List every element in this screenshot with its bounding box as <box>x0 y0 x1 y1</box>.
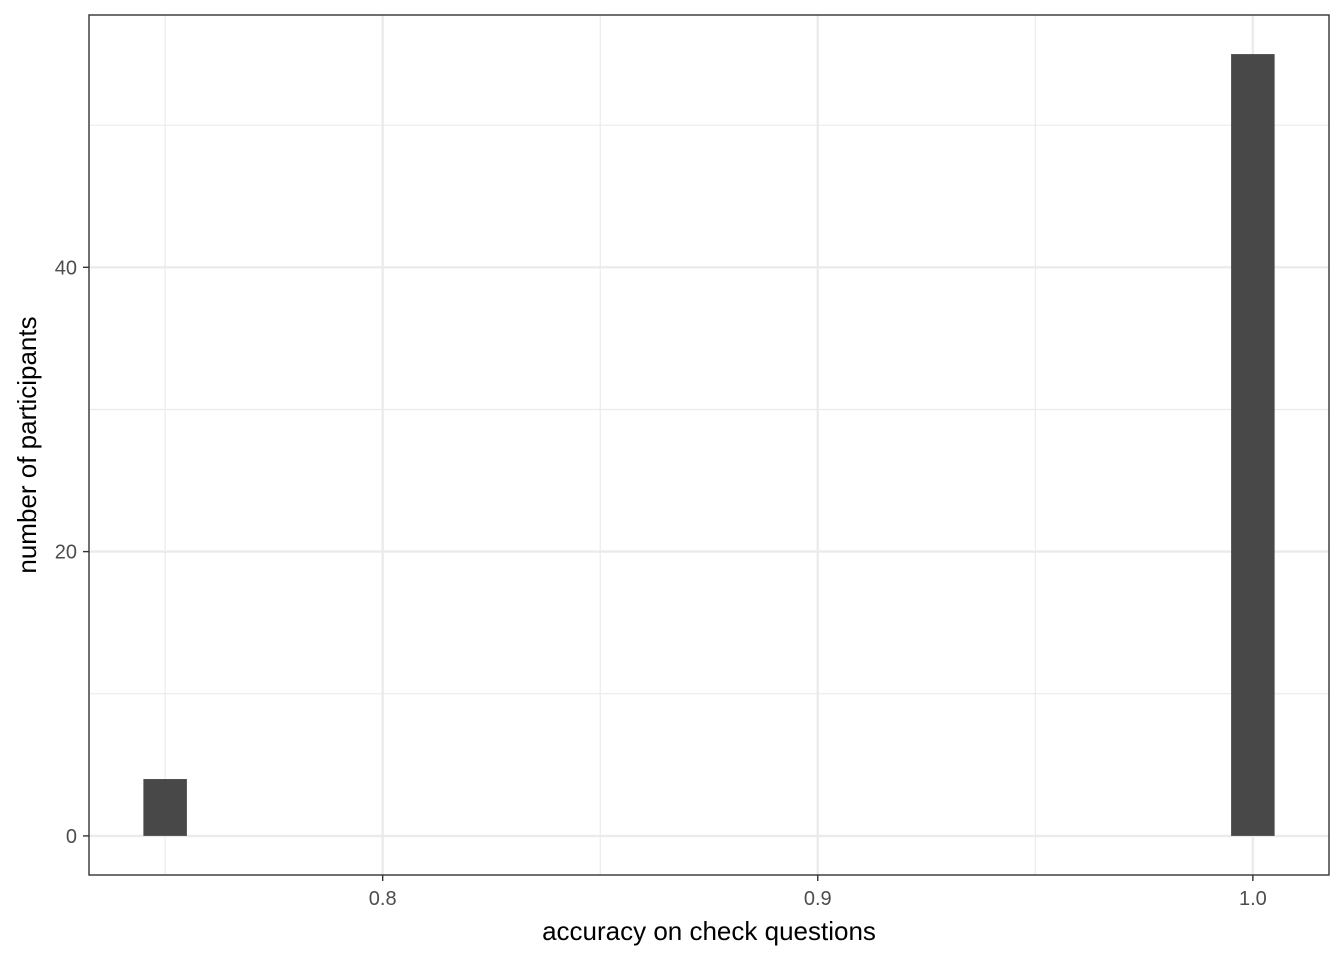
x-tick-label: 0.9 <box>804 888 832 910</box>
y-tick-label: 20 <box>55 542 77 564</box>
y-tick-label: 40 <box>55 257 77 279</box>
histogram-bar <box>143 779 187 836</box>
bars-layer <box>143 54 1275 836</box>
grid-layer <box>89 15 1329 875</box>
y-tick-label: 0 <box>66 826 77 848</box>
x-axis-title: accuracy on check questions <box>542 916 876 946</box>
y-axis-title: number of participants <box>12 316 42 573</box>
histogram-bar <box>1231 54 1275 836</box>
panel-border <box>88 14 1330 876</box>
ticks-layer: 0.8 0.9 1.0 0 20 40 <box>55 257 1267 910</box>
x-tick-label: 1.0 <box>1239 888 1267 910</box>
x-tick-label: 0.8 <box>369 888 397 910</box>
